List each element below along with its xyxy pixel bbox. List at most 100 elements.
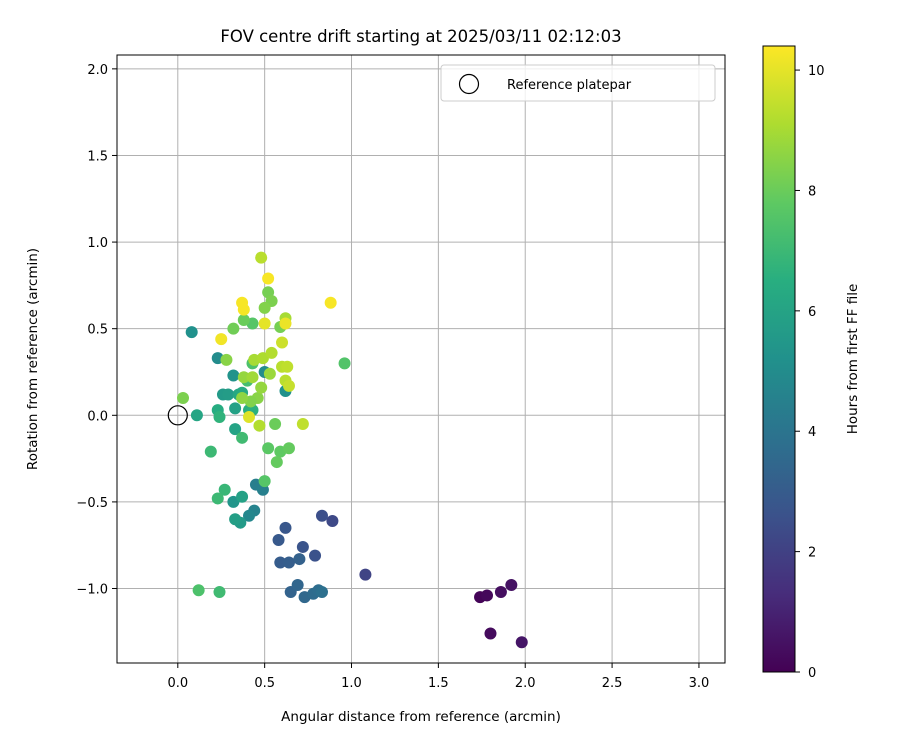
colorbar-frame	[762, 45, 796, 673]
data-point	[326, 514, 339, 527]
data-point	[296, 417, 309, 430]
data-point	[227, 369, 240, 382]
y-tick-label: 1.5	[87, 149, 108, 164]
y-tick-label: −1.0	[76, 583, 108, 598]
data-point	[262, 272, 275, 285]
reference-platepar-point	[167, 405, 188, 426]
data-point	[279, 521, 292, 534]
y-tick-label: 0.0	[87, 409, 108, 424]
colorbar-tick-label: 6	[808, 305, 816, 320]
y-tick-label: 0.5	[87, 323, 108, 338]
data-point	[484, 627, 497, 640]
x-tick-label: 2.5	[602, 676, 623, 691]
data-point	[177, 391, 190, 404]
y-tick-label: −0.5	[76, 496, 108, 511]
x-tick-label: 1.5	[428, 676, 449, 691]
data-point	[246, 371, 259, 384]
data-point	[505, 579, 518, 592]
x-tick-label: 1.0	[341, 676, 362, 691]
chart-title: FOV centre drift starting at 2025/03/11 …	[220, 27, 621, 46]
data-point	[262, 442, 275, 455]
data-point	[255, 251, 268, 264]
data-point	[282, 379, 295, 392]
y-axis-label: Rotation from reference (arcmin)	[25, 248, 41, 470]
data-point	[204, 445, 217, 458]
data-point	[192, 584, 205, 597]
data-point	[236, 296, 249, 309]
data-point	[190, 409, 203, 422]
data-point	[256, 352, 269, 365]
colorbar: 0 2 4 6 8 10 Hours from first FF file	[762, 45, 861, 681]
colorbar-tick-label: 4	[808, 425, 816, 440]
data-point	[211, 492, 224, 505]
colorbar-label: Hours from first FF file	[845, 284, 861, 435]
data-point	[213, 411, 226, 424]
data-point	[237, 314, 250, 327]
data-point	[269, 417, 282, 430]
data-point	[282, 556, 295, 569]
data-point	[276, 336, 289, 349]
data-point	[227, 322, 240, 335]
data-point	[481, 589, 494, 602]
data-point	[215, 333, 228, 346]
data-point	[229, 513, 242, 526]
data-point	[270, 456, 283, 469]
data-point	[315, 509, 328, 522]
data-point	[324, 296, 337, 309]
colorbar-gradient	[763, 46, 795, 672]
x-axis-label: Angular distance from reference (arcmin)	[281, 709, 561, 725]
data-point	[279, 317, 292, 330]
data-point	[213, 585, 226, 598]
x-tick-label: 0.0	[167, 676, 188, 691]
data-point	[338, 357, 351, 370]
data-point	[282, 442, 295, 455]
data-point	[229, 402, 242, 415]
x-tick-label: 0.5	[254, 676, 275, 691]
data-point	[296, 540, 309, 553]
data-point	[222, 388, 235, 401]
data-point	[281, 360, 294, 373]
data-point	[291, 579, 304, 592]
y-tick-label: 2.0	[87, 63, 108, 78]
data-point	[265, 346, 278, 359]
colorbar-ticks: 0 2 4 6 8 10	[795, 64, 825, 681]
data-point	[359, 568, 372, 581]
data-point	[274, 556, 287, 569]
data-point	[309, 549, 322, 562]
grid	[117, 55, 725, 663]
x-tick-label: 2.0	[515, 676, 536, 691]
data-point	[253, 419, 266, 432]
x-tick-label: 3.0	[689, 676, 710, 691]
data-point	[315, 585, 328, 598]
data-point	[236, 431, 249, 444]
x-axis: 0.0 0.5 1.0 1.5 2.0 2.5 3.0	[167, 663, 709, 691]
colorbar-tick-label: 8	[808, 184, 816, 199]
data-point	[185, 326, 198, 339]
data-point	[263, 367, 276, 380]
reference-marker	[167, 405, 188, 426]
legend: Reference platepar	[440, 64, 716, 102]
legend-entry-reference: Reference platepar	[507, 78, 632, 93]
data-point	[515, 636, 528, 649]
data-point	[220, 353, 233, 366]
data-point	[243, 509, 256, 522]
legend-box	[440, 64, 716, 102]
data-point	[227, 495, 240, 508]
data-point	[236, 490, 249, 503]
scatter-points	[177, 251, 528, 649]
data-point	[293, 553, 306, 566]
y-tick-label: 1.0	[87, 236, 108, 251]
colorbar-tick-label: 0	[808, 666, 816, 681]
plot-frame	[116, 54, 726, 664]
data-point	[258, 301, 271, 314]
colorbar-tick-label: 2	[808, 546, 816, 561]
data-point	[494, 585, 507, 598]
data-point	[243, 411, 256, 424]
data-point	[236, 391, 249, 404]
colorbar-tick-label: 10	[808, 64, 825, 79]
legend-reference-marker	[458, 73, 480, 95]
data-point	[237, 371, 250, 384]
data-point	[218, 483, 231, 496]
data-point	[272, 534, 285, 547]
